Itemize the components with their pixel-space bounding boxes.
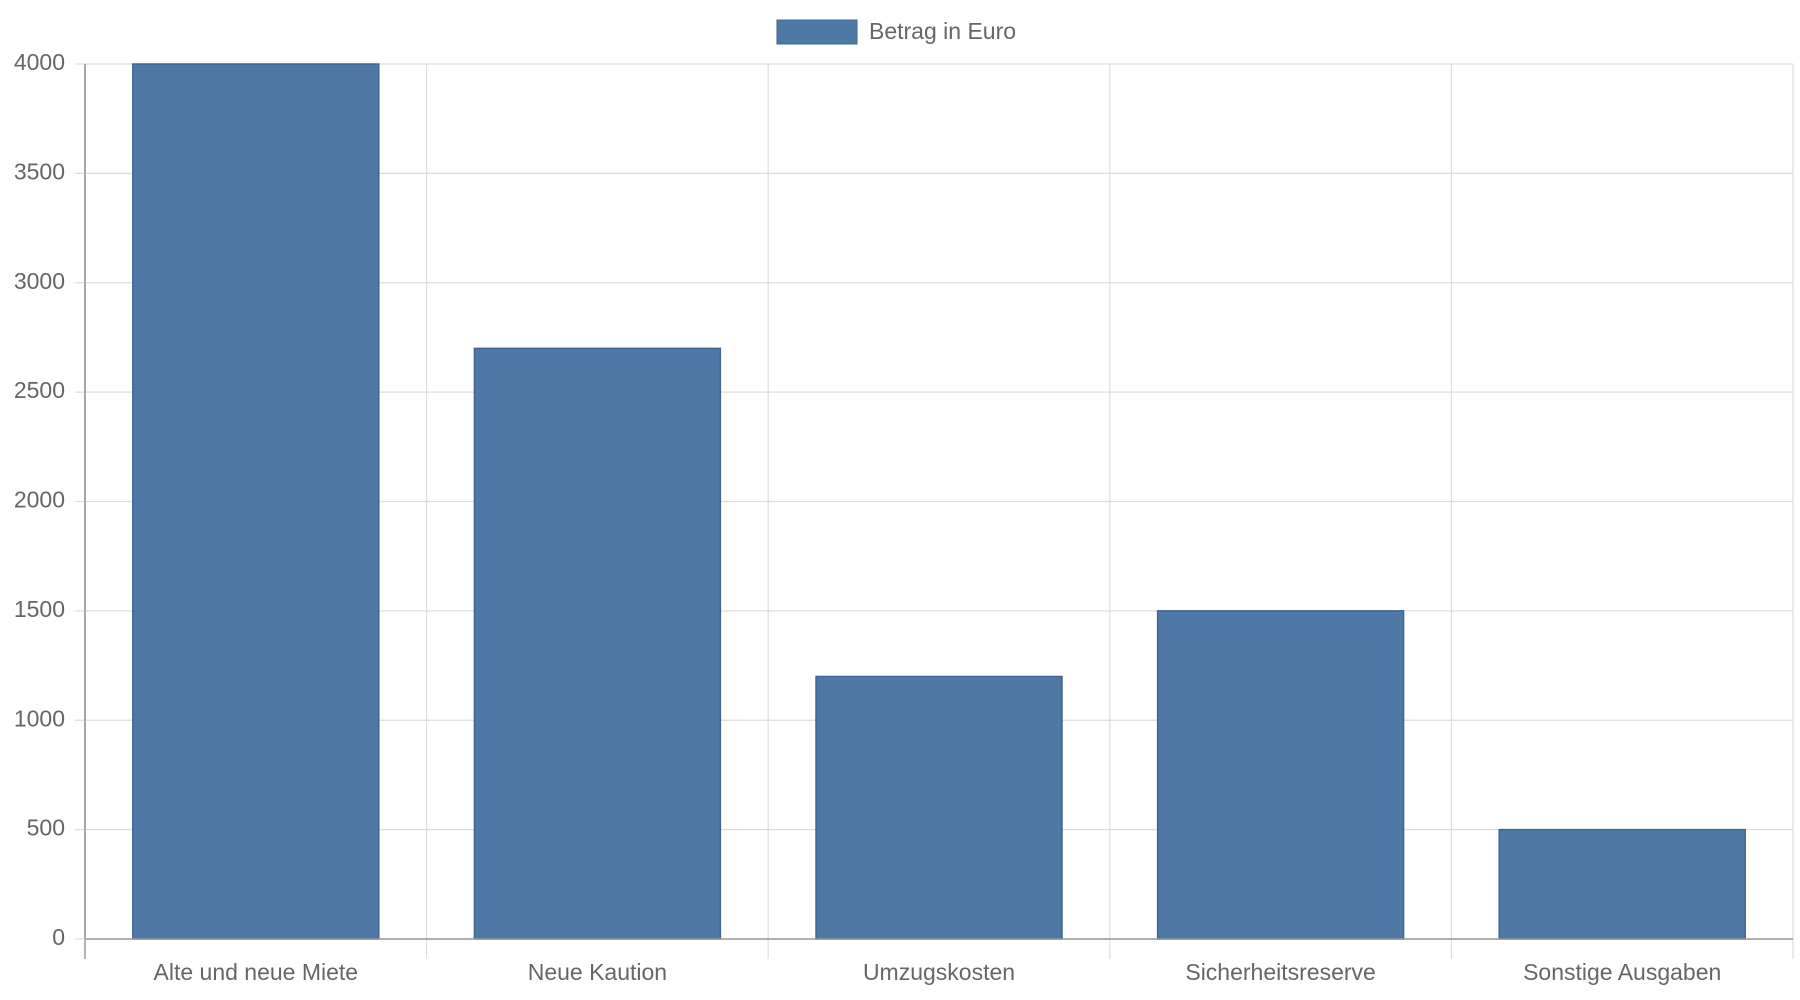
x-tick-label: Sonstige Ausgaben xyxy=(1523,959,1721,985)
bar xyxy=(815,675,1063,940)
x-tick-label: Alte und neue Miete xyxy=(154,959,359,985)
x-tick-label: Sicherheitsreserve xyxy=(1185,959,1375,985)
bar xyxy=(1498,828,1746,940)
legend-swatch xyxy=(776,19,858,45)
x-tick-label: Umzugskosten xyxy=(863,959,1015,985)
y-tick-label: 1000 xyxy=(14,705,65,731)
bar xyxy=(473,347,722,940)
y-tick-label: 3500 xyxy=(14,158,65,184)
y-tick-label: 2000 xyxy=(14,487,65,513)
y-tick-label: 2500 xyxy=(14,377,65,403)
y-tick-label: 0 xyxy=(52,924,65,950)
y-tick-label: 1500 xyxy=(14,596,65,622)
bar xyxy=(1156,610,1405,940)
y-tick-label: 500 xyxy=(27,815,65,841)
y-tick-label: 3000 xyxy=(14,268,65,294)
y-tick-label: 4000 xyxy=(14,49,65,75)
legend-label: Betrag in Euro xyxy=(869,18,1016,44)
x-tick-label: Neue Kaution xyxy=(528,959,667,985)
bar xyxy=(132,63,380,940)
